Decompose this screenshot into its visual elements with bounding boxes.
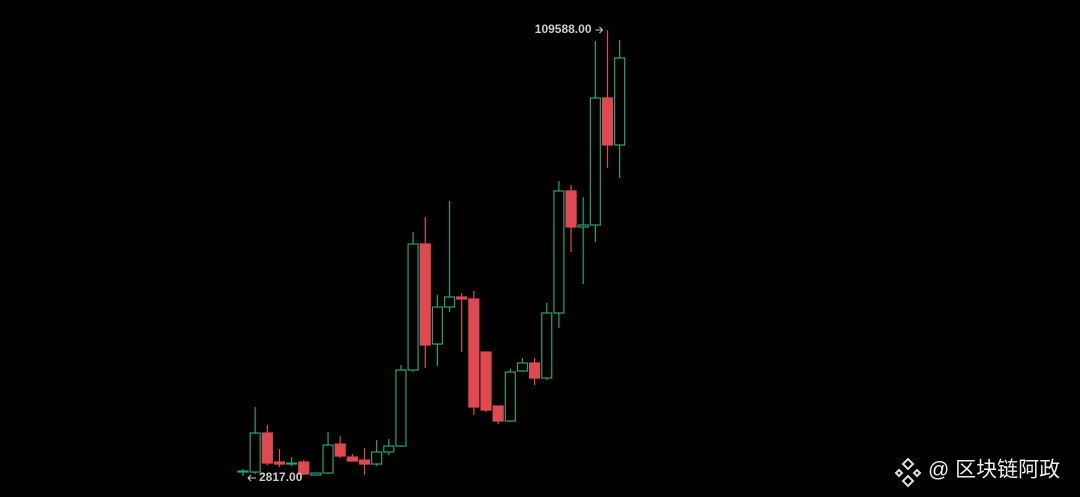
candle-body bbox=[249, 432, 261, 473]
candle-body bbox=[541, 312, 553, 379]
candle-body bbox=[492, 405, 504, 422]
candle-body bbox=[261, 432, 273, 464]
candle-body bbox=[565, 190, 577, 228]
candle-body bbox=[383, 445, 395, 453]
candle-body bbox=[456, 296, 468, 300]
annotation: 2817.00 bbox=[259, 470, 303, 484]
candle-body bbox=[419, 243, 431, 346]
candle-body bbox=[395, 369, 407, 447]
candle-body bbox=[589, 97, 601, 226]
candle-body bbox=[516, 362, 529, 372]
candle-body bbox=[298, 461, 310, 475]
candle-body bbox=[371, 451, 383, 465]
annotation: 109588.00 bbox=[535, 22, 592, 36]
candle-body bbox=[431, 306, 443, 345]
candle-body bbox=[407, 243, 419, 371]
candle-body bbox=[358, 459, 371, 465]
candle-body bbox=[334, 443, 346, 457]
candle-body bbox=[504, 371, 516, 422]
candle-body bbox=[528, 362, 541, 379]
annotation-arrow bbox=[247, 474, 256, 482]
watermark-logo bbox=[894, 457, 922, 488]
candle-body bbox=[601, 97, 614, 146]
watermark: @ 区块链阿政 bbox=[928, 459, 1060, 482]
candle-body bbox=[310, 472, 322, 476]
candle-body bbox=[614, 57, 626, 146]
annotation-arrow bbox=[595, 26, 604, 34]
candle-body bbox=[322, 444, 334, 474]
candle-body bbox=[273, 461, 286, 465]
candle-body bbox=[286, 462, 298, 465]
candle-body bbox=[443, 296, 456, 308]
candle-body bbox=[468, 298, 480, 408]
candle-body bbox=[237, 470, 249, 473]
candle-body bbox=[480, 351, 492, 411]
candle-body bbox=[346, 456, 358, 462]
candle-body bbox=[553, 190, 565, 314]
candle-body bbox=[577, 224, 589, 228]
